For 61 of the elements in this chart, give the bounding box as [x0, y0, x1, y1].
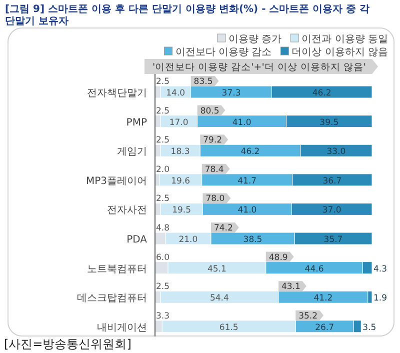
data-label: 1.9 — [374, 294, 388, 304]
data-label: 38.5 — [243, 235, 262, 245]
data-label: 2.5 — [156, 136, 170, 146]
text: [사진=방송통신위원회] — [4, 337, 132, 351]
annotation: 35.2 — [298, 311, 318, 322]
annotation: 43.1 — [281, 282, 300, 292]
data-label: 14.0 — [166, 88, 186, 98]
data-label: 2.5 — [156, 282, 170, 292]
text: '이전보다 이용량 감소'+'더 이상 이용하지 않음' — [152, 62, 366, 73]
data-label: 39.5 — [320, 118, 339, 128]
annotation: 80.5 — [200, 106, 220, 116]
data-label: 17.0 — [169, 118, 188, 128]
y-tick-label: 데스크탑컴퓨터 — [77, 293, 147, 304]
data-label: 33.0 — [326, 147, 346, 158]
data-label: 19.5 — [172, 206, 192, 216]
y-tick-label: PMP — [126, 117, 147, 128]
y-tick-label: 게임기 — [117, 146, 147, 158]
data-label: 26.7 — [315, 322, 334, 333]
data-label: 41.7 — [238, 176, 257, 186]
legend-label: 더이상 이용하지 않음 — [292, 47, 388, 58]
data-label: 46.2 — [312, 88, 332, 98]
data-label: 21.0 — [178, 235, 198, 245]
annotation: 78.4 — [204, 164, 224, 175]
data-label: 19.6 — [171, 176, 190, 186]
data-label: 41.0 — [232, 118, 252, 128]
data-label: 2.0 — [156, 164, 170, 175]
data-label: 44.6 — [304, 264, 324, 274]
data-label: 37.0 — [322, 206, 342, 216]
data-label: 41.0 — [238, 206, 257, 216]
data-label: 46.2 — [240, 147, 260, 158]
annotation: 78.0 — [206, 194, 225, 204]
data-label: 2.5 — [156, 194, 170, 204]
data-label: 45.1 — [207, 264, 226, 274]
data-label: 54.4 — [210, 294, 229, 304]
data-label: 37.3 — [222, 88, 241, 98]
annotation: 79.2 — [203, 136, 222, 146]
legend-label: 이전과 이용량 동일 — [302, 34, 388, 45]
data-label: 18.3 — [170, 147, 190, 158]
data-label: 3.3 — [156, 311, 170, 322]
data-label: 6.0 — [156, 252, 170, 263]
y-tick-label: MP3플레이어 — [86, 176, 147, 187]
y-tick-label: 전자사전 — [107, 205, 147, 216]
data-label: 3.5 — [362, 322, 376, 333]
chart-title: [그림 9] 스마트폰 이용 후 다른 단말기 이용량 변화(%) - 스마트폰 이용자 중 각 단말기 보유자 — [5, 4, 370, 27]
legend-label: 이전보다 이용량 감소 — [175, 47, 272, 58]
annotation: 48.9 — [268, 252, 288, 263]
data-label: 35.7 — [324, 235, 343, 245]
data-label: 2.5 — [156, 77, 170, 87]
legend-label: 이용량 증가 — [228, 34, 282, 45]
data-label: 36.7 — [322, 176, 342, 186]
y-tick-label: 내비게이션 — [97, 322, 147, 334]
data-label: 2.5 — [156, 106, 170, 116]
data-label: 61.5 — [219, 322, 238, 333]
y-tick-label: 노트북컴퓨터 — [87, 264, 147, 275]
annotation: 83.5 — [194, 77, 213, 87]
data-label: 41.2 — [314, 294, 333, 304]
annotation: 74.2 — [214, 224, 233, 234]
data-label: 4.8 — [156, 224, 170, 234]
y-tick-label: PDA — [126, 234, 148, 246]
data-label: 4.3 — [374, 264, 388, 274]
y-tick-label: 전자책단말기 — [87, 88, 147, 99]
